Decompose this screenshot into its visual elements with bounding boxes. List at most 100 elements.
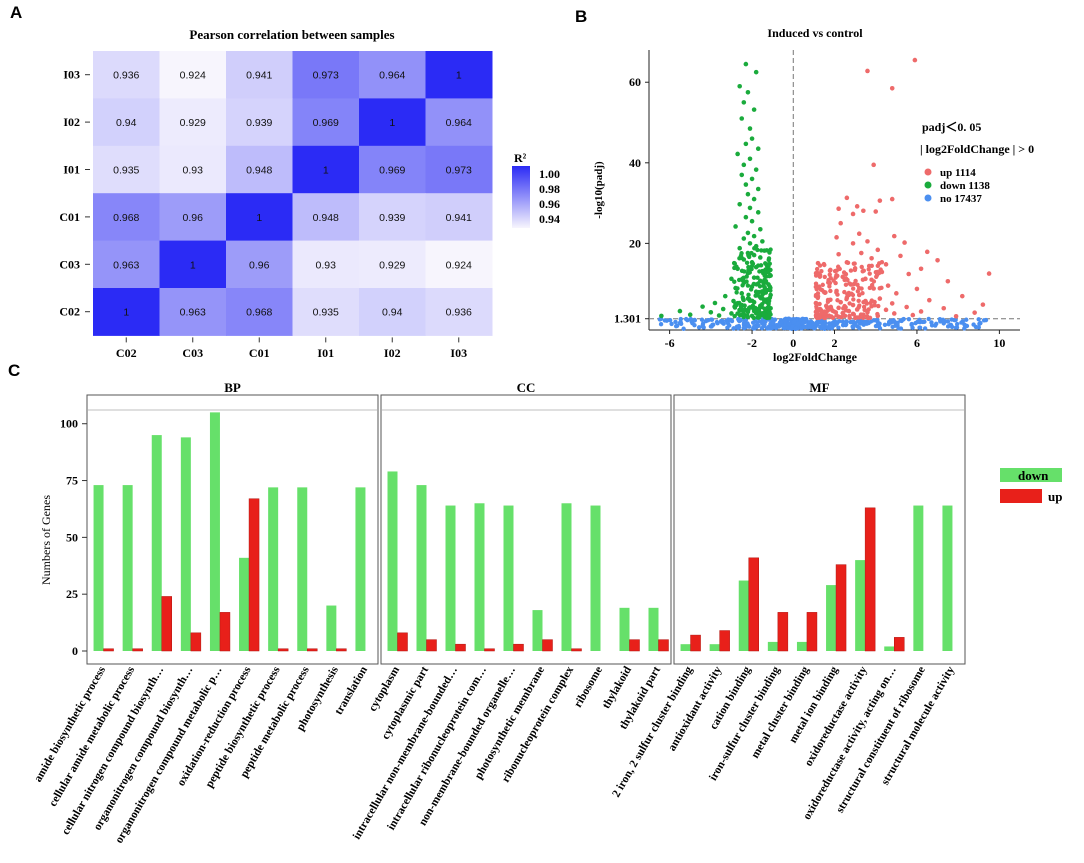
volcano-point-no bbox=[913, 320, 918, 326]
volcano-point-down bbox=[747, 270, 752, 275]
volcano-point-up bbox=[850, 286, 856, 291]
volcano-point-no bbox=[933, 323, 938, 328]
heatmap-cell-value: 0.973 bbox=[313, 70, 339, 82]
volcano-point-no bbox=[688, 316, 693, 322]
volcano-point-down bbox=[749, 136, 755, 141]
heatmap-cell bbox=[93, 193, 160, 242]
volcano-point-up bbox=[843, 282, 849, 287]
volcano-point-up bbox=[865, 68, 870, 74]
volcano-point-up bbox=[854, 204, 860, 209]
bar-up bbox=[864, 507, 876, 652]
volcano-point-down bbox=[767, 305, 772, 310]
volcano-point-up bbox=[862, 307, 867, 313]
heatmap-cell-value: 0.968 bbox=[113, 212, 139, 224]
volcano-point-up bbox=[835, 264, 841, 269]
volcano-point-down bbox=[762, 299, 768, 304]
volcano-point-up bbox=[817, 263, 823, 268]
heatmap-cell-value: 0.935 bbox=[113, 165, 139, 177]
volcano-point-down bbox=[737, 202, 742, 207]
volcano-point-up bbox=[832, 268, 838, 274]
heatmap-cell-value: 0.939 bbox=[246, 117, 272, 129]
bar-down bbox=[590, 505, 601, 651]
volcano-point-up bbox=[866, 307, 871, 312]
heatmap-cell-value: 0.964 bbox=[446, 117, 472, 129]
volcano-point-down bbox=[751, 281, 756, 287]
volcano-point-no bbox=[836, 325, 841, 330]
volcano-point-up bbox=[821, 261, 827, 267]
volcano-point-no bbox=[871, 318, 876, 323]
heatmap-cell bbox=[226, 98, 293, 147]
volcano-point-up bbox=[820, 282, 825, 288]
volcano-point-up bbox=[898, 253, 903, 259]
volcano-point-up bbox=[980, 302, 986, 307]
volcano-point-up bbox=[823, 290, 828, 295]
volcano-point-no bbox=[882, 322, 888, 327]
volcano-point-no bbox=[801, 320, 806, 325]
heatmap-cell-value: 0.968 bbox=[246, 307, 272, 319]
bar-up bbox=[277, 648, 289, 652]
bar-up bbox=[719, 630, 730, 652]
volcano-point-up bbox=[836, 314, 842, 319]
volcano-point-up bbox=[844, 195, 850, 201]
volcano-point-up bbox=[814, 309, 820, 314]
bar-marks bbox=[93, 412, 953, 652]
volcano-point-no bbox=[906, 316, 912, 322]
bar-category-label: ribosome bbox=[572, 665, 605, 710]
heatmap-cell bbox=[226, 145, 293, 194]
volcano-point-up bbox=[924, 249, 930, 255]
bar-group-title: CC bbox=[517, 380, 536, 395]
volcano-point-down bbox=[751, 275, 757, 280]
volcano-point-no bbox=[922, 319, 927, 324]
heatmap-cell-value: 0.948 bbox=[246, 165, 272, 177]
volcano-legend-title: padj＜0. 05 bbox=[922, 120, 981, 134]
volcano-point-up bbox=[813, 301, 819, 306]
volcano-point-up bbox=[858, 250, 864, 256]
heatmap-cell bbox=[226, 193, 293, 242]
volcano-point-down bbox=[753, 167, 759, 172]
volcano-point-up bbox=[891, 233, 897, 239]
volcano-point-down bbox=[757, 310, 763, 316]
bar-down bbox=[387, 471, 398, 651]
volcano-point-up bbox=[813, 292, 819, 298]
heatmap-cell-value: 0.969 bbox=[313, 117, 339, 129]
bar-down bbox=[619, 607, 630, 651]
volcano-point-down bbox=[767, 250, 772, 255]
volcano-point-up bbox=[877, 296, 883, 301]
heatmap-cell-value: 1 bbox=[323, 165, 329, 177]
volcano-point-down bbox=[749, 266, 754, 272]
bar-down bbox=[180, 437, 191, 651]
volcano-point-down bbox=[762, 285, 767, 290]
volcano-point-no bbox=[922, 326, 928, 331]
volcano-point-no bbox=[857, 325, 862, 331]
volcano-point-no bbox=[753, 318, 758, 324]
volcano-point-no bbox=[700, 324, 706, 329]
volcano-point-no bbox=[811, 325, 816, 331]
volcano-point-up bbox=[872, 303, 877, 308]
volcano-point-no bbox=[826, 325, 831, 331]
volcano-point-down bbox=[747, 298, 753, 304]
volcano-point-no bbox=[909, 322, 914, 328]
bar-group-frame bbox=[380, 394, 672, 665]
volcano-point-down bbox=[716, 313, 722, 318]
heatmap-cell-value: 0.963 bbox=[113, 259, 139, 271]
volcano-point-up bbox=[834, 235, 839, 240]
volcano-point-up bbox=[818, 287, 823, 292]
volcano-point-no bbox=[877, 326, 883, 331]
volcano-point-down bbox=[759, 248, 764, 253]
volcano-point-up bbox=[844, 297, 849, 302]
heatmap-col-label: I01 bbox=[317, 346, 334, 360]
volcano-point-no bbox=[736, 318, 742, 323]
legend-up-swatch bbox=[1000, 489, 1042, 503]
volcano-point-down bbox=[732, 313, 737, 319]
volcano-point-down bbox=[732, 279, 737, 284]
volcano-point-no bbox=[667, 317, 673, 323]
bar-down bbox=[93, 485, 104, 651]
volcano-point-up bbox=[822, 274, 827, 280]
bar-down bbox=[532, 610, 543, 651]
legend-down-label: down 1138 bbox=[940, 180, 990, 192]
volcano-point-up bbox=[828, 275, 833, 281]
heatmap-cell bbox=[292, 51, 360, 99]
volcano-point-up bbox=[872, 299, 877, 305]
volcano-point-up bbox=[877, 198, 883, 203]
